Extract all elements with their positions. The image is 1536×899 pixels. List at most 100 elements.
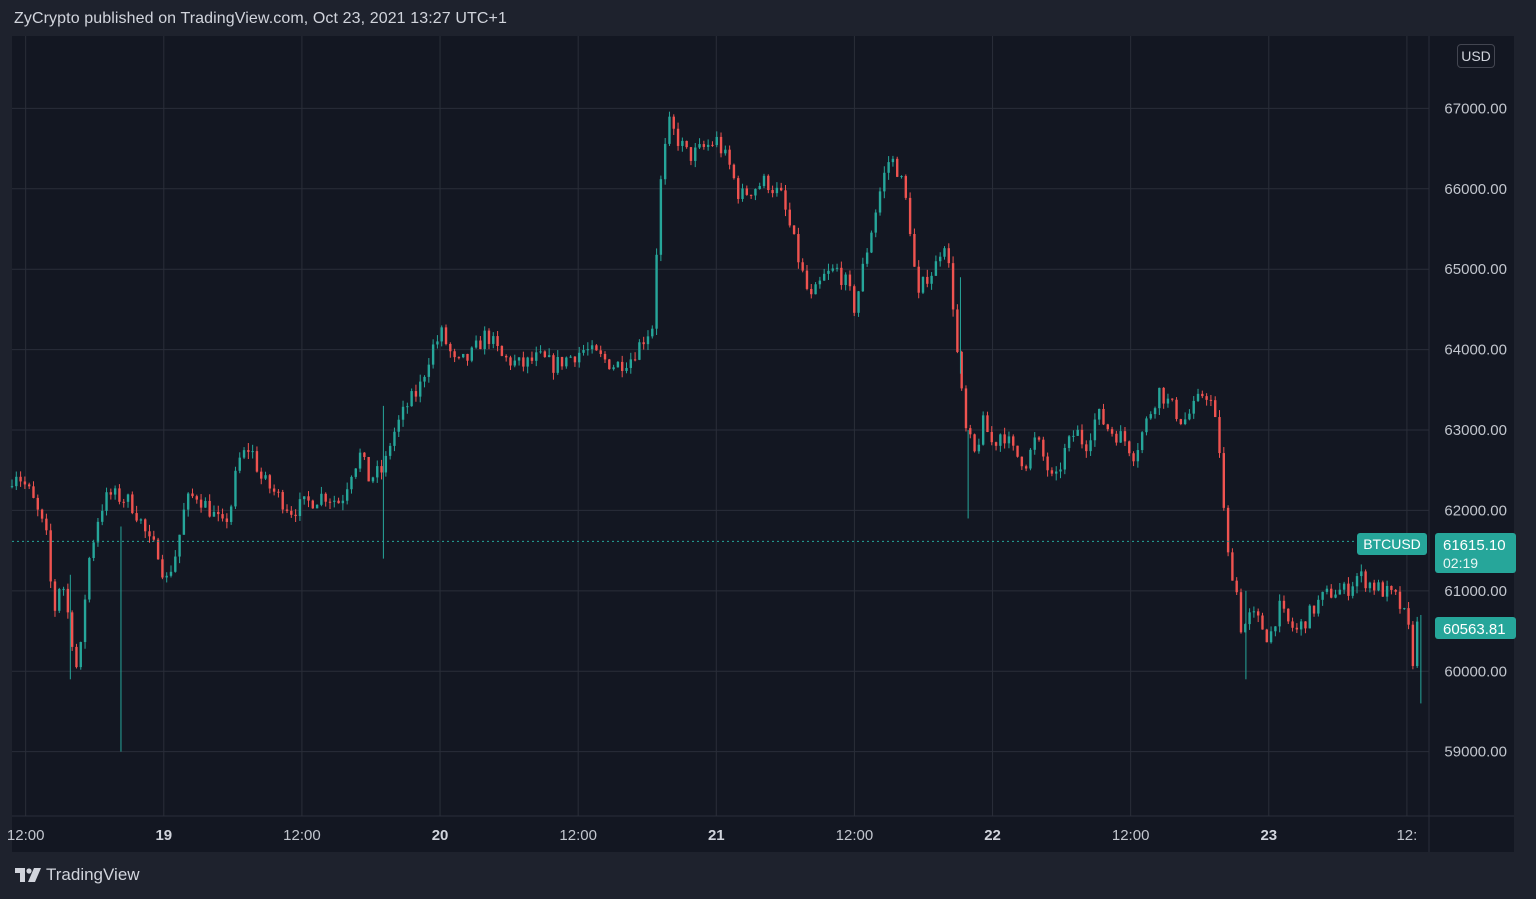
candle xyxy=(805,264,809,291)
candle xyxy=(655,248,658,336)
published-line: ZyCrypto published on TradingView.com, O… xyxy=(14,10,507,27)
footer-brand[interactable]: TradingView xyxy=(14,865,140,885)
candle xyxy=(500,345,504,357)
candle xyxy=(1403,607,1406,610)
candle xyxy=(831,264,834,273)
candle xyxy=(169,565,173,578)
candle xyxy=(1067,434,1071,452)
candle xyxy=(646,330,650,351)
candle xyxy=(1355,573,1359,594)
candle xyxy=(1209,394,1213,407)
candle xyxy=(1235,577,1238,595)
candle xyxy=(1007,431,1011,449)
candle xyxy=(1123,426,1127,446)
candle xyxy=(612,364,615,371)
candle xyxy=(1338,583,1342,595)
price-tick-label: 61000.00 xyxy=(1444,583,1507,600)
chart-frame[interactable] xyxy=(12,36,1514,852)
price-axis[interactable]: 59000.00 60000.00 61000.00 62000.00 63000.00… xyxy=(1444,100,1507,760)
candle xyxy=(569,355,572,358)
candle xyxy=(1287,608,1290,625)
countdown-text: 02:19 xyxy=(1443,555,1478,571)
candle xyxy=(126,493,130,508)
time-tick-label: 20 xyxy=(432,827,449,844)
candle xyxy=(981,411,985,446)
candle xyxy=(1093,413,1097,447)
candle xyxy=(1252,606,1256,618)
candle xyxy=(1106,423,1109,432)
time-tick-label: 12:00 xyxy=(836,827,874,844)
candle xyxy=(1222,447,1226,511)
candle xyxy=(771,185,774,198)
candle xyxy=(268,474,272,494)
candle xyxy=(1080,424,1084,449)
candle xyxy=(586,342,590,356)
candle xyxy=(1304,621,1307,634)
candle xyxy=(908,192,912,237)
candle xyxy=(113,485,117,500)
candle xyxy=(1089,433,1092,456)
candle xyxy=(1364,569,1367,592)
candle xyxy=(234,466,237,509)
candle xyxy=(1317,595,1320,617)
last-price-label: 61615.10 02:19 xyxy=(1435,533,1516,573)
current-price-label: 60563.81 xyxy=(1435,617,1516,639)
candle xyxy=(40,508,44,523)
time-axis[interactable]: 12:00 19 12:00 20 12:00 21 12:00 22 12:00 23 12: xyxy=(7,827,1417,844)
candle xyxy=(762,173,766,189)
candle xyxy=(1192,396,1195,419)
candle xyxy=(960,350,963,391)
candle xyxy=(53,579,57,617)
candle xyxy=(363,452,366,460)
candle xyxy=(883,166,886,199)
candle xyxy=(1334,589,1337,599)
candle xyxy=(1201,390,1204,399)
candle xyxy=(861,257,865,292)
candle xyxy=(281,489,284,514)
candle xyxy=(10,479,14,489)
candle xyxy=(406,402,409,414)
candle xyxy=(303,496,306,505)
candle xyxy=(1149,411,1152,420)
symbol-label-text: BTCUSD xyxy=(1363,536,1421,552)
candle xyxy=(1351,581,1354,599)
candle xyxy=(977,438,981,454)
candle xyxy=(199,494,203,513)
candle xyxy=(118,484,121,505)
candle xyxy=(135,505,138,523)
price-tick-label: 63000.00 xyxy=(1444,422,1507,439)
candle xyxy=(1085,440,1088,458)
candle xyxy=(844,272,847,291)
candle xyxy=(758,182,761,190)
candle xyxy=(552,353,555,380)
candle xyxy=(590,340,594,354)
candle xyxy=(131,491,134,515)
candle xyxy=(431,339,435,369)
candle xyxy=(144,518,147,538)
candle xyxy=(324,492,327,507)
candle xyxy=(470,346,473,363)
candle xyxy=(934,255,938,276)
candle xyxy=(109,488,113,500)
candle xyxy=(1377,579,1380,592)
candle xyxy=(255,446,259,473)
candle xyxy=(728,145,731,170)
candle xyxy=(15,471,18,491)
candle xyxy=(663,138,667,185)
candle xyxy=(174,550,177,573)
candle xyxy=(1145,416,1148,436)
currency-badge[interactable]: USD xyxy=(1457,44,1495,68)
candle xyxy=(526,356,529,374)
candle xyxy=(1076,425,1079,436)
candle xyxy=(633,352,637,362)
candle xyxy=(217,505,220,522)
candle xyxy=(848,270,852,291)
candle xyxy=(543,350,547,358)
candle xyxy=(603,351,607,364)
candle xyxy=(474,335,478,349)
candle xyxy=(1188,409,1191,421)
candle xyxy=(32,481,35,499)
candle xyxy=(414,384,418,402)
candle xyxy=(582,344,585,356)
